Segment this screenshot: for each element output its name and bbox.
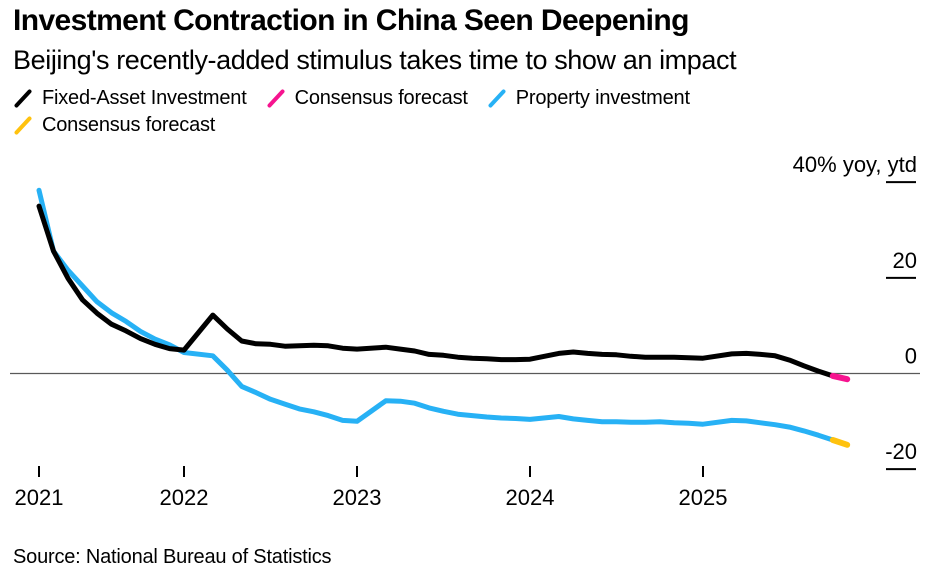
legend-label: Fixed-Asset Investment <box>42 86 247 109</box>
x-axis-year-label: 2025 <box>679 485 728 510</box>
line-swatch-icon <box>14 116 32 134</box>
x-axis-year-label: 2021 <box>15 485 64 510</box>
x-axis-year-label: 2022 <box>160 485 209 510</box>
line-fixed-asset-investment <box>36 203 836 379</box>
y-axis-label: 20 <box>893 248 917 273</box>
line-consensus-forecast-property-investment <box>829 437 851 448</box>
line-swatch-icon <box>267 89 285 107</box>
line-consensus-forecast-fixed-asset-investment <box>829 372 851 383</box>
legend-item-property-investment: Property investment <box>487 87 690 110</box>
x-axis-year-label: 2023 <box>333 485 382 510</box>
legend-item-consensus-forecast-property: Consensus forecast <box>13 114 215 137</box>
y-axis-label: 40% yoy, ytd <box>793 152 917 177</box>
line-swatch-icon <box>488 89 506 107</box>
y-axis-label: 0 <box>905 344 917 369</box>
source-note: Source: National Bureau of Statistics <box>13 546 332 568</box>
legend-item-consensus-forecast-fai: Consensus forecast <box>266 87 468 110</box>
legend-row-1: Fixed-Asset Investment Consensus forecas… <box>13 85 690 111</box>
y-axis-label: -20 <box>885 439 917 464</box>
legend-row-2: Consensus forecast <box>13 112 690 138</box>
chart-title: Investment Contraction in China Seen Dee… <box>13 4 689 37</box>
chart-legend: Fixed-Asset Investment Consensus forecas… <box>13 85 690 138</box>
x-axis-year-label: 2024 <box>506 485 555 510</box>
legend-label: Property investment <box>515 86 690 109</box>
line-property-investment <box>36 187 836 443</box>
legend-item-fixed-asset-investment: Fixed-Asset Investment <box>13 87 247 110</box>
legend-label: Consensus forecast <box>42 113 216 136</box>
legend-label: Consensus forecast <box>294 86 468 109</box>
chart-subtitle: Beijing's recently-added stimulus takes … <box>13 45 737 75</box>
line-swatch-icon <box>14 89 32 107</box>
